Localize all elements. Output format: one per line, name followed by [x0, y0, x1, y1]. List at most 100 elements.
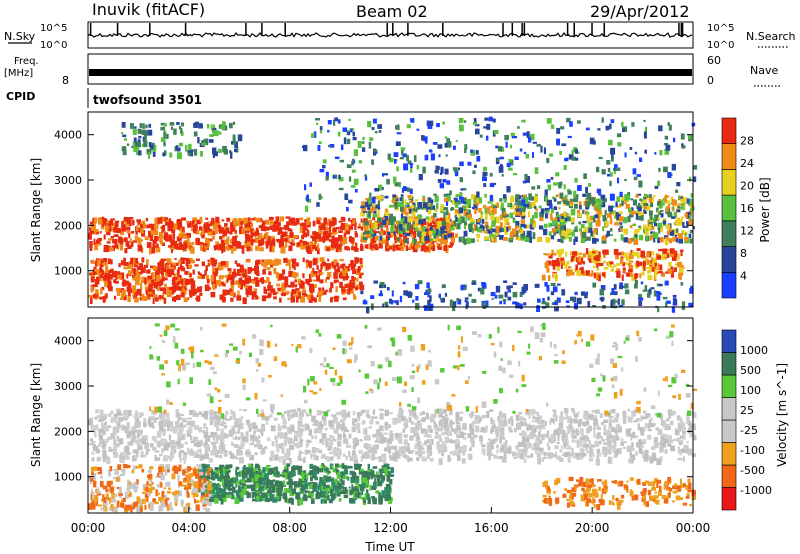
power-cell: [524, 203, 530, 208]
velocity-cell: [257, 440, 260, 447]
velocity-cell: [529, 432, 533, 439]
power-cell: [686, 221, 690, 226]
power-cell: [269, 220, 273, 225]
power-cell: [357, 141, 362, 148]
power-cell: [592, 200, 597, 207]
velocity-cell: [249, 442, 253, 446]
power-cell: [658, 248, 663, 252]
power-cell: [327, 218, 333, 222]
power-cell: [313, 241, 316, 247]
power-cell: [681, 301, 686, 308]
velocity-cell: [447, 438, 453, 442]
power-cell: [239, 226, 243, 233]
velocity-cell: [533, 427, 537, 433]
velocity-cell: [577, 420, 581, 428]
power-cell: [485, 213, 488, 221]
power-cell: [316, 217, 321, 225]
power-cell: [210, 221, 214, 225]
power-cell: [212, 129, 215, 133]
velocity-cell: [499, 456, 503, 460]
power-cell: [145, 217, 149, 222]
power-cell: [191, 241, 195, 246]
power-cell: [314, 232, 319, 239]
power-cell: [399, 223, 403, 231]
power-cell: [304, 244, 309, 248]
velocity-cell: [112, 446, 117, 452]
power-cell: [677, 253, 680, 261]
velocity-cell: [88, 443, 92, 446]
power-cell: [319, 168, 325, 173]
power-cell: [393, 224, 397, 230]
power-cell: [364, 220, 370, 226]
power-cell: [410, 234, 414, 238]
power-cell: [230, 151, 233, 159]
velocity-cell: [92, 444, 96, 449]
power-cell: [590, 230, 593, 237]
power-cell: [690, 285, 694, 289]
power-cell: [300, 226, 303, 233]
velocity-cell: [349, 456, 354, 459]
power-cell: [628, 262, 632, 268]
power-cell: [410, 196, 414, 203]
power-cell: [519, 213, 523, 218]
power-cell: [167, 287, 172, 292]
power-cell: [660, 210, 664, 213]
power-cell: [88, 294, 93, 298]
velocity-cell: [686, 445, 689, 451]
velocity-cell: [389, 433, 394, 436]
power-cell: [221, 234, 225, 239]
power-cell: [650, 197, 654, 202]
power-cell: [551, 302, 555, 305]
velocity-cell: [418, 452, 423, 458]
power-cell: [657, 200, 661, 206]
power-cell: [520, 229, 524, 234]
velocity-cell: [610, 419, 615, 423]
velocity-cell: [318, 430, 323, 434]
velocity-cell: [184, 441, 188, 445]
power-cell: [314, 238, 317, 244]
power-cell: [656, 255, 662, 260]
power-cell: [274, 220, 279, 225]
velocity-cell: [499, 441, 502, 444]
power-cell: [561, 196, 566, 203]
velocity-cell: [211, 414, 215, 418]
power-cell: [442, 121, 445, 125]
power-cell: [626, 272, 631, 277]
velocity-cell: [688, 427, 692, 433]
power-cell: [555, 261, 560, 267]
velocity-cell: [563, 442, 566, 449]
velocity-cell: [223, 424, 228, 429]
velocity-cell: [306, 450, 310, 454]
power-cell: [568, 154, 574, 160]
velocity-cell: [517, 448, 522, 455]
power-cell: [592, 265, 596, 269]
power-cell: [680, 195, 684, 203]
power-cell: [482, 302, 487, 309]
velocity-cell: [190, 448, 193, 454]
power-cell: [291, 258, 297, 262]
power-cell: [374, 231, 380, 234]
power-cell: [646, 252, 650, 257]
power-cell: [358, 160, 363, 164]
power-cell: [436, 238, 442, 242]
power-cell: [592, 140, 596, 145]
velocity-cell: [147, 419, 151, 426]
velocity-cell: [241, 432, 244, 436]
power-cell: [267, 235, 271, 242]
power-cell: [413, 155, 417, 162]
velocity-cell: [293, 412, 299, 417]
velocity-cell: [442, 409, 447, 414]
power-cell: [89, 297, 93, 304]
velocity-cell: [632, 410, 636, 417]
power-cell: [394, 300, 398, 304]
power-cell: [226, 289, 231, 295]
power-cell: [478, 208, 482, 213]
power-cell: [426, 282, 430, 289]
power-cell: [375, 131, 378, 134]
power-cell: [592, 305, 597, 308]
power-cell: [423, 136, 428, 142]
power-cell: [164, 150, 167, 156]
velocity-cell: [583, 413, 586, 418]
power-cell: [548, 252, 551, 256]
velocity-cell: [152, 446, 157, 451]
